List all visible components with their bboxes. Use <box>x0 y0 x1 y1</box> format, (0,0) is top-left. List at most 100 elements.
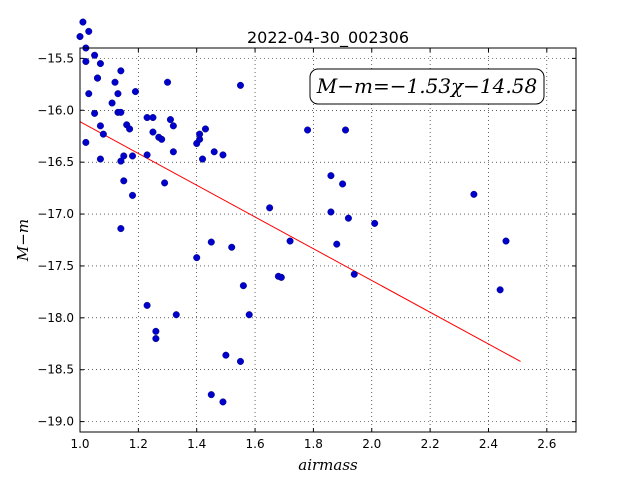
y-tick-label: −18.0 <box>37 311 74 325</box>
data-point <box>161 179 169 187</box>
data-point <box>236 81 244 89</box>
x-tick-label: 1.8 <box>304 437 323 451</box>
fit-line <box>79 121 521 362</box>
data-point <box>152 327 160 335</box>
data-point <box>239 282 247 290</box>
data-point <box>129 191 137 199</box>
data-point <box>339 180 347 188</box>
data-point <box>266 204 274 212</box>
x-tick-label: 1.0 <box>70 437 89 451</box>
data-point <box>304 126 312 134</box>
data-point <box>196 130 204 138</box>
data-point <box>158 135 166 143</box>
data-point <box>222 351 230 359</box>
y-tick-label: −17.5 <box>37 259 74 273</box>
data-point <box>129 152 137 160</box>
y-tick-label: −16.0 <box>37 103 74 117</box>
data-point <box>96 155 104 163</box>
data-point <box>166 116 174 124</box>
data-point <box>219 151 227 159</box>
data-point <box>342 126 350 134</box>
data-point <box>131 88 139 96</box>
data-point <box>126 125 134 133</box>
data-point <box>502 237 510 245</box>
data-point <box>85 90 93 98</box>
data-point <box>96 60 104 68</box>
data-point <box>120 177 128 185</box>
data-point <box>344 214 352 222</box>
data-point <box>228 243 236 251</box>
data-point <box>169 122 177 130</box>
grid-lines <box>79 48 576 432</box>
data-point <box>120 152 128 160</box>
data-point <box>207 391 215 399</box>
data-point <box>327 172 335 180</box>
y-axis-label: M−m <box>14 219 32 262</box>
y-tick-label: −16.5 <box>37 155 74 169</box>
data-point <box>79 18 87 26</box>
x-tick-label: 2.0 <box>362 437 381 451</box>
data-point <box>277 273 285 281</box>
data-point <box>82 57 90 65</box>
data-point <box>143 301 151 309</box>
data-point <box>164 78 172 86</box>
data-point <box>470 190 478 198</box>
fit-equation-annotation: M−m=−1.53χ−14.58 <box>309 68 545 105</box>
y-tick-label: −15.5 <box>37 51 74 65</box>
data-point <box>96 122 104 130</box>
data-point <box>210 148 218 156</box>
data-point <box>117 108 125 116</box>
plot-area <box>80 48 576 432</box>
data-point <box>149 114 157 122</box>
x-tick-label: 2.4 <box>479 437 498 451</box>
data-point <box>327 208 335 216</box>
data-point <box>117 225 125 233</box>
data-point <box>91 51 99 59</box>
data-point <box>111 78 119 86</box>
annotation-box <box>309 68 545 105</box>
x-tick-label: 1.2 <box>129 437 148 451</box>
data-point <box>143 151 151 159</box>
data-point <box>99 130 107 138</box>
data-points <box>76 18 510 406</box>
x-tick-label: 1.4 <box>187 437 206 451</box>
y-tick-label: −18.5 <box>37 363 74 377</box>
data-point <box>82 138 90 146</box>
x-tick-label: 1.6 <box>246 437 265 451</box>
data-point <box>108 99 116 107</box>
data-point <box>91 109 99 117</box>
y-tick-label: −17.0 <box>37 207 74 221</box>
data-point <box>117 67 125 75</box>
y-tick-label: −19.0 <box>37 415 74 429</box>
annotation-text: M−m=−1.53χ−14.58 <box>316 74 537 98</box>
x-axis-label: airmass <box>298 456 358 474</box>
data-point <box>143 114 151 122</box>
x-tick-label: 2.2 <box>421 437 440 451</box>
data-point <box>201 125 209 133</box>
data-point <box>85 27 93 35</box>
data-point <box>350 270 358 278</box>
data-point <box>207 238 215 246</box>
data-point <box>193 254 201 262</box>
data-point <box>149 128 157 136</box>
data-point <box>172 311 180 319</box>
x-tick-labels: 1.0 1.2 1.4 1.6 1.8 2.0 2.2 2.4 2.6 <box>70 437 556 451</box>
data-point <box>169 148 177 156</box>
axis-ticks <box>79 48 576 432</box>
data-point <box>114 90 122 98</box>
data-point <box>236 357 244 365</box>
data-point <box>245 311 253 319</box>
data-point <box>333 240 341 248</box>
data-point <box>496 286 504 294</box>
chart-title: 2022-04-30_002306 <box>247 28 409 48</box>
data-point <box>199 155 207 163</box>
x-tick-label: 2.6 <box>537 437 556 451</box>
data-point <box>94 74 102 82</box>
fit-line-group <box>79 121 521 362</box>
y-tick-labels: −15.5 −16.0 −16.5 −17.0 −17.5 −18.0 −18.5 −19.0 <box>37 51 74 428</box>
plot-frame <box>79 47 577 433</box>
data-point <box>152 335 160 343</box>
data-point <box>371 219 379 227</box>
data-point <box>219 398 227 406</box>
